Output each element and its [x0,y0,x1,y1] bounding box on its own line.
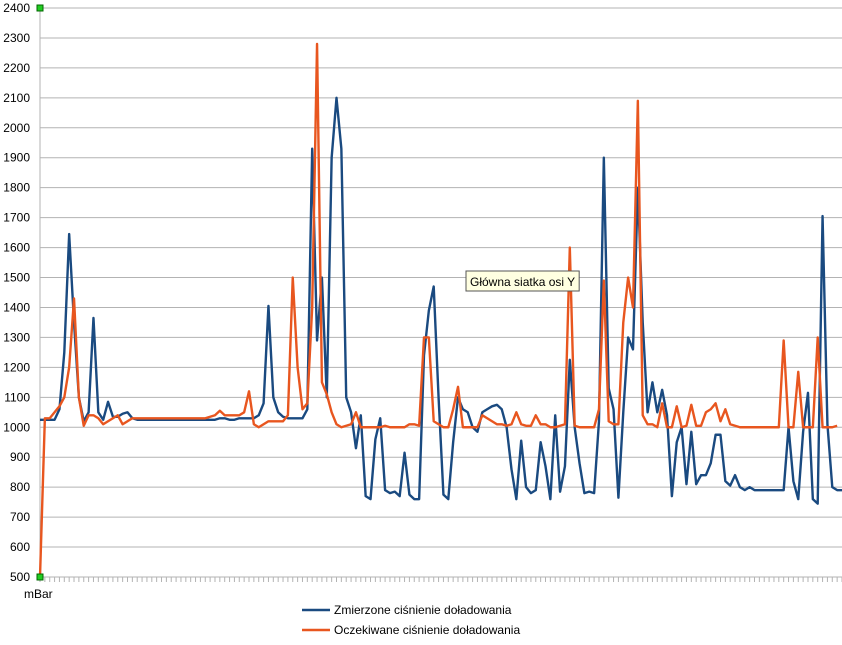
axis-selection-handles[interactable] [36,4,44,581]
y-tick-label: 900 [10,450,30,464]
y-tick-label: 1000 [3,420,30,434]
y-tick-labels: 2400 2300 2200 2100 2000 1900 1800 1700 1600 1500… [3,1,30,584]
y-tick-label: 2100 [3,91,30,105]
selection-handle-top[interactable] [36,4,44,12]
x-axis [39,8,842,582]
y-gridlines [40,7,842,548]
y-tick-label: 2400 [3,1,30,15]
y-tick-label: 1500 [3,271,30,285]
y-tick-label: 1700 [3,211,30,225]
y-tick-label: 2000 [3,121,30,135]
series-line-expected [38,42,838,578]
y-tick-label: 1300 [3,330,30,344]
y-tick-label: 1400 [3,300,30,314]
legend-label: Oczekiwane ciśnienie doładowania [334,623,520,637]
tooltip: Główna siatka osi Y [465,270,580,292]
tooltip-text: Główna siatka osi Y [470,275,575,289]
y-tick-label: 1800 [3,181,30,195]
y-tick-label: 1900 [3,151,30,165]
y-tick-label: 600 [10,540,30,554]
tooltip-box [465,270,580,292]
y-tick-label: 700 [10,510,30,524]
y-tick-label: 2200 [3,61,30,75]
y-tick-label: 2300 [3,31,30,45]
legend-label: Zmierzone ciśnienie doładowania [334,603,512,617]
y-tick-label: 1100 [4,390,30,404]
legend: Zmierzone ciśnienie doładowania Oczekiwan… [302,603,520,637]
y-tick-label: 500 [10,570,30,584]
y-tick-label: 800 [10,480,30,494]
x-axis-label: mBar [24,587,53,601]
series-line-measured [40,96,842,505]
y-tick-label: 1200 [3,360,30,374]
y-tick-label: 1600 [3,241,30,255]
selection-handle-bottom[interactable] [36,573,44,581]
series-lines [38,42,842,578]
